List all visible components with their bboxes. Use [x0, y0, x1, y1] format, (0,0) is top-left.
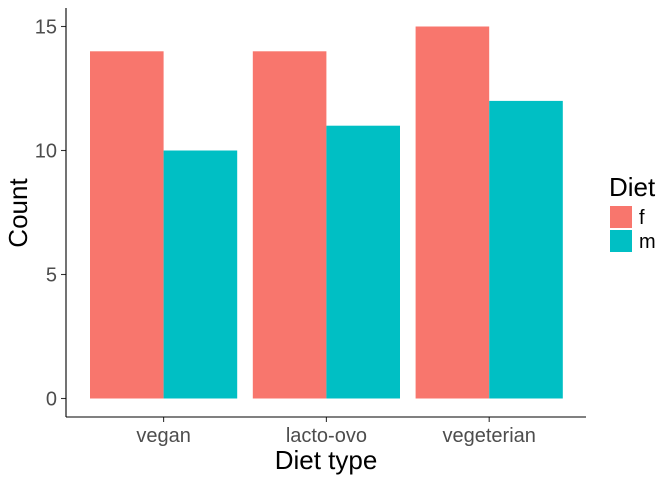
legend: Diet fm [609, 172, 656, 253]
bar-lacto-ovo-f [252, 51, 327, 399]
bar-vegan-f [90, 51, 164, 399]
x-tick-label-vegeterian: vegeterian [442, 425, 535, 447]
legend-title: Diet [609, 172, 656, 202]
bar-lacto-ovo-m [326, 125, 400, 399]
bar-vegeterian-m [489, 100, 563, 399]
x-axis-ticks: vegan lacto-ovo vegeterian [136, 417, 536, 447]
y-tick-label: 10 [35, 141, 57, 163]
y-axis-ticks: 0 5 10 15 [35, 17, 66, 411]
bar-vegeterian-f [415, 26, 490, 399]
y-tick-label: 15 [35, 17, 57, 39]
legend-label-m: m [639, 231, 656, 253]
y-tick-label: 5 [46, 265, 57, 287]
x-tick-label-vegan: vegan [136, 425, 191, 447]
bar-vegan-m [163, 150, 238, 399]
x-axis-title: Diet type [275, 445, 378, 475]
y-axis-title: Count [3, 178, 33, 248]
legend-label-f: f [639, 207, 645, 229]
legend-key-m [610, 230, 632, 252]
legend-key-f [610, 206, 632, 228]
bars-group [90, 26, 563, 399]
x-tick-label-lacto-ovo: lacto-ovo [286, 425, 367, 447]
y-tick-label: 0 [46, 389, 57, 411]
